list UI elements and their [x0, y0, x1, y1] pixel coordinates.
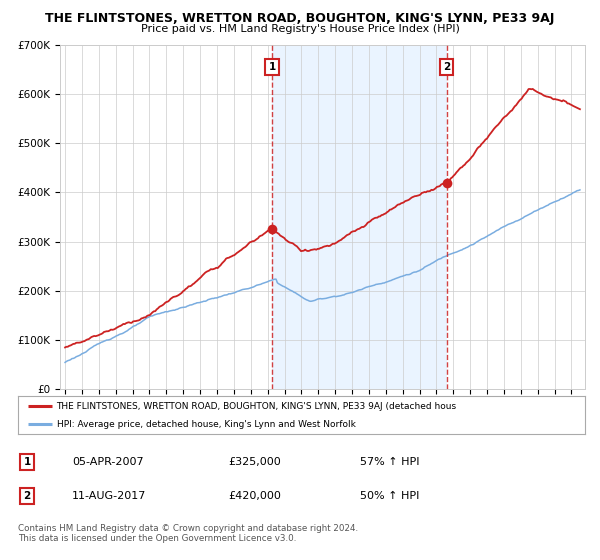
Bar	[272, 45, 447, 389]
Text: 2: 2	[23, 491, 31, 501]
Text: THE FLINTSTONES, WRETTON ROAD, BOUGHTON, KING'S LYNN, PE33 9AJ (detached hous: THE FLINTSTONES, WRETTON ROAD, BOUGHTON,…	[56, 402, 457, 410]
Text: 57% ↑ HPI: 57% ↑ HPI	[360, 457, 419, 467]
Text: 2: 2	[443, 62, 451, 72]
Text: Contains HM Land Registry data © Crown copyright and database right 2024.
This d: Contains HM Land Registry data © Crown c…	[18, 524, 358, 543]
Text: 05-APR-2007: 05-APR-2007	[72, 457, 143, 467]
Text: THE FLINTSTONES, WRETTON ROAD, BOUGHTON, KING'S LYNN, PE33 9AJ: THE FLINTSTONES, WRETTON ROAD, BOUGHTON,…	[46, 12, 554, 25]
Text: £325,000: £325,000	[228, 457, 281, 467]
Text: HPI: Average price, detached house, King's Lynn and West Norfolk: HPI: Average price, detached house, King…	[56, 420, 355, 429]
Text: 1: 1	[23, 457, 31, 467]
Text: 50% ↑ HPI: 50% ↑ HPI	[360, 491, 419, 501]
Text: 11-AUG-2017: 11-AUG-2017	[72, 491, 146, 501]
Text: £420,000: £420,000	[228, 491, 281, 501]
Text: Price paid vs. HM Land Registry's House Price Index (HPI): Price paid vs. HM Land Registry's House …	[140, 24, 460, 34]
Text: 1: 1	[268, 62, 275, 72]
